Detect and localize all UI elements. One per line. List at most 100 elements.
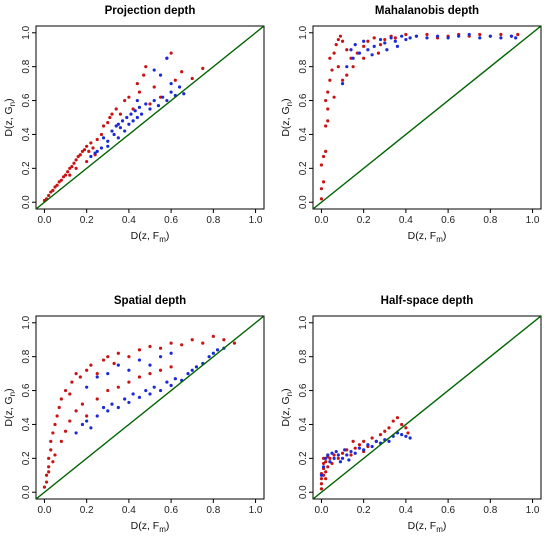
red-point [112, 361, 116, 366]
red-point [85, 144, 89, 148]
identity-line [36, 316, 264, 499]
blue-point [101, 405, 106, 410]
blue-point [144, 102, 148, 106]
red-point [328, 56, 332, 60]
red-point [78, 153, 82, 157]
x-axis-label-subscript: m [436, 525, 443, 534]
red-point [142, 73, 146, 77]
y-axis-label-main: D(z, G [3, 396, 15, 426]
blue-point [425, 36, 429, 40]
red-point [395, 416, 400, 420]
red-point [137, 348, 142, 352]
blue-point [345, 453, 349, 457]
blue-point [389, 36, 393, 40]
red-point [319, 482, 324, 486]
y-tick-label: 0.4 [21, 127, 32, 141]
blue-point [89, 154, 93, 159]
blue-point [156, 104, 161, 108]
x-tick-label: 0.0 [37, 215, 51, 226]
blue-point [366, 48, 370, 52]
blue-point [110, 129, 114, 133]
red-point [366, 39, 370, 43]
red-point [340, 78, 345, 82]
blue-point [349, 449, 353, 454]
blue-point [351, 56, 355, 60]
y-axis-label-end: ) [280, 388, 292, 392]
y-axis-label: D(z, Gn) [3, 98, 17, 136]
red-point [68, 419, 72, 423]
red-point [370, 436, 374, 440]
x-tick-label: 0.6 [164, 215, 178, 226]
red-point [57, 405, 61, 410]
y-axis-label-end: ) [3, 388, 15, 392]
red-point [59, 178, 63, 182]
blue-point [467, 32, 471, 37]
blue-point [118, 126, 123, 130]
red-point [319, 477, 324, 481]
points-layer [42, 51, 205, 203]
blue-point [85, 419, 89, 423]
red-point [42, 485, 47, 489]
blue-point [321, 465, 326, 469]
blue-point [106, 139, 110, 143]
blue-point [106, 409, 110, 413]
chart-title: Projection depth [105, 5, 196, 17]
blue-point [127, 400, 131, 405]
red-point [74, 409, 78, 413]
blue-point [362, 448, 366, 452]
red-point [391, 419, 395, 423]
red-point [49, 439, 53, 443]
red-point [53, 453, 57, 457]
blue-point [215, 348, 220, 352]
blue-point [408, 36, 412, 40]
x-tick-label: 0.8 [483, 505, 497, 516]
x-tick-label: 0.8 [206, 215, 220, 226]
red-point [148, 372, 152, 376]
identity-line [36, 26, 264, 209]
blue-point [137, 358, 142, 362]
red-point [55, 183, 59, 187]
red-point [169, 51, 173, 55]
red-point [85, 414, 89, 418]
red-point [353, 446, 357, 450]
red-point [383, 429, 387, 433]
blue-point [123, 129, 127, 133]
x-tick-label: 0.0 [37, 505, 51, 516]
x-axis-label: D(z, Fm) [131, 520, 170, 534]
blue-point [340, 82, 345, 86]
y-axis-label-subscript: n [8, 392, 17, 396]
x-axis-label-subscript: m [436, 235, 443, 244]
chart-title: Mahalanobis depth [375, 5, 479, 17]
blue-point [106, 372, 110, 376]
red-point [326, 107, 330, 111]
red-point [44, 473, 49, 477]
blue-point [169, 351, 173, 355]
red-point [80, 402, 85, 406]
blue-point [330, 451, 334, 455]
chart-panel: Half-space depth 0.0 0.2 0.4 0.6 0.8 1.0 0.0 0.2… [280, 295, 542, 534]
y-axis-label-subscript: n [8, 102, 17, 106]
red-point [336, 65, 340, 69]
y-tick-label: 0.2 [298, 451, 309, 465]
x-axis-label-main: D(z, F [131, 520, 160, 532]
blue-point [186, 372, 190, 376]
blue-point [378, 37, 383, 42]
blue-point [194, 365, 199, 369]
y-tick-label: 0.8 [21, 59, 32, 73]
red-point [351, 439, 355, 443]
x-axis-label: D(z, Fm) [408, 520, 447, 534]
blue-point [366, 443, 370, 447]
blue-point [139, 112, 144, 116]
red-point [324, 470, 328, 474]
blue-point [101, 136, 106, 140]
blue-point [158, 73, 163, 77]
blue-point [435, 34, 440, 38]
red-point [127, 95, 131, 99]
blue-point [152, 98, 156, 103]
blue-point [85, 385, 89, 389]
x-axis-label-end: ) [443, 230, 447, 242]
y-tick-label: 0.2 [21, 451, 32, 465]
red-point [144, 65, 148, 69]
blue-point [148, 392, 152, 396]
red-point [95, 137, 99, 142]
